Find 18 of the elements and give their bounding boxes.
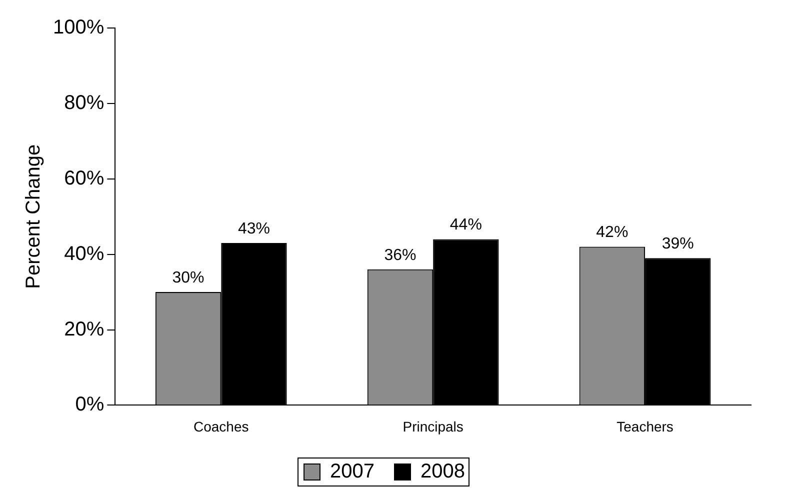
y-tick-label: 60% xyxy=(64,167,104,190)
x-tick-label: Teachers xyxy=(616,418,674,434)
y-tick-label: 80% xyxy=(64,92,104,114)
legend-label: 2007 xyxy=(330,460,375,483)
data-label: 43% xyxy=(238,220,270,238)
data-label: 36% xyxy=(384,246,416,264)
y-tick-label: 100% xyxy=(52,16,104,39)
data-label: 44% xyxy=(450,216,482,234)
y-axis-title: Percent Change xyxy=(22,144,45,289)
data-label: 42% xyxy=(596,224,628,242)
legend-label: 2008 xyxy=(420,460,465,483)
data-label: 39% xyxy=(662,236,694,252)
y-tick-label: 40% xyxy=(64,242,104,265)
data-label: 30% xyxy=(172,269,204,286)
x-tick-label: Coaches xyxy=(193,418,249,434)
x-tick-label: Principals xyxy=(402,418,464,434)
y-tick-label: 20% xyxy=(64,318,104,340)
y-tick-label: 0% xyxy=(75,394,104,416)
